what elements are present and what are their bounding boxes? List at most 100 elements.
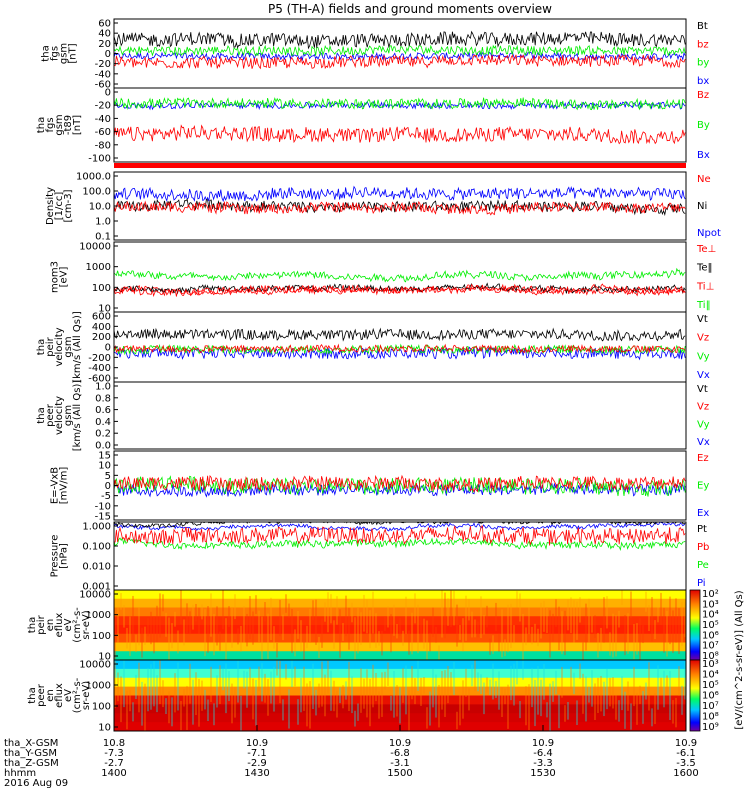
spectrogram-texture: [225, 618, 227, 660]
y-axis-label: thapeirenefluxeV(cm²-s-sr-eV): [27, 607, 92, 643]
spectrogram-texture: [270, 597, 272, 641]
spectrogram-texture: [174, 673, 176, 713]
spectrogram-texture: [489, 638, 491, 655]
spectrogram-texture: [462, 680, 464, 719]
panel-temperature: 10000 1000 100 10 mom3[eV] Te⊥ Te‖ Ti⊥ Ti‖: [50, 241, 716, 315]
spectrogram-texture: [570, 666, 572, 689]
spectrogram-texture: [372, 664, 374, 708]
spectrogram-texture: [432, 669, 434, 708]
spectrogram-texture: [195, 603, 197, 622]
y-axis-label-line: velocity: [54, 327, 65, 366]
panel-peir_spec: 10000 1000 100 10 thapeirenefluxeV(cm²-s-sr-…: [27, 589, 687, 663]
y-axis-label-line: fgs: [50, 46, 61, 61]
legend-Vt: Vt: [697, 384, 708, 395]
spectrogram-texture: [444, 592, 446, 639]
spectrogram-texture: [576, 700, 578, 726]
spectrogram-texture: [318, 683, 320, 708]
y-axis-label-line: gsm: [63, 336, 74, 357]
y-tick-label: 40: [98, 29, 111, 40]
y-tick-label: 5: [105, 471, 111, 482]
y-tick-label: -100: [88, 154, 111, 165]
series-line-Ne: [114, 200, 686, 216]
panel-frame: [113, 381, 687, 450]
spectrogram-texture: [123, 605, 125, 628]
spectrogram-texture: [249, 596, 251, 639]
spectrogram-texture: [567, 702, 569, 720]
spectrogram-texture: [180, 700, 182, 731]
series-line-Bx: [114, 100, 686, 111]
series-line-Npot: [114, 185, 686, 203]
colorbar-tick: 10⁵: [702, 680, 719, 691]
y-tick-label: 100: [92, 283, 111, 294]
y-axis-label-line: peer: [45, 403, 56, 427]
spectrogram-texture: [651, 708, 653, 727]
spectrogram-texture: [459, 695, 461, 726]
spectrogram-texture: [219, 631, 221, 651]
spectrogram-texture: [501, 687, 503, 717]
spectrogram-texture: [504, 639, 506, 657]
spectrogram-texture: [660, 592, 662, 626]
spectrogram-texture: [201, 604, 203, 620]
y-axis-label-line: peir: [36, 614, 47, 634]
spectrogram-texture: [399, 617, 401, 636]
x-row-value: -3.5: [676, 758, 696, 769]
spectrogram-texture: [468, 688, 470, 711]
legend-Pt: Pt: [697, 524, 707, 535]
spectrogram-texture: [522, 660, 524, 680]
spectrogram-texture: [216, 675, 218, 708]
series-line-Ti‖: [114, 267, 686, 283]
series-line-Bt: [114, 30, 686, 50]
spectrogram-texture: [420, 617, 422, 642]
spectrogram-texture: [228, 671, 230, 702]
y-tick-label: 400: [92, 322, 111, 333]
spectrogram-texture: [228, 606, 230, 627]
spectrogram-texture: [639, 618, 641, 660]
x-row-value: 10.9: [389, 738, 411, 749]
spectrogram-texture: [582, 673, 584, 714]
colorbar-tick: 10³: [702, 659, 719, 670]
y-tick-label: 10000: [79, 242, 111, 253]
y-axis-label-line: [nT]: [72, 115, 83, 135]
y-tick-label: 0.8: [95, 393, 111, 404]
spectrogram-texture: [306, 625, 308, 649]
y-tick-label: 0: [105, 88, 111, 99]
spectrogram-texture: [255, 595, 257, 614]
spectrogram-texture: [465, 595, 467, 641]
series-line-Pt: [114, 522, 686, 529]
spectrogram-texture: [210, 593, 212, 637]
spectrogram-texture: [168, 691, 170, 724]
spectrogram-texture: [123, 660, 125, 708]
spectrogram-texture: [324, 602, 326, 622]
x-row-value: -2.9: [247, 758, 267, 769]
spectrogram-texture: [468, 599, 470, 621]
spectrogram-texture: [498, 671, 500, 710]
spectrogram-texture: [528, 607, 530, 635]
spectrogram-texture: [498, 633, 500, 652]
x-row-value: 1500: [387, 768, 412, 779]
spectrogram-texture: [339, 687, 341, 704]
spectrogram-texture: [666, 675, 668, 695]
spectrogram-texture: [399, 687, 401, 724]
spectrogram-texture: [465, 668, 467, 697]
spectrogram-texture: [657, 665, 659, 710]
spectrogram-texture: [159, 593, 161, 638]
spectrogram-texture: [201, 680, 203, 711]
spectrogram-texture: [588, 598, 590, 643]
colorbar-tick: 10⁷: [702, 641, 719, 652]
colorbar-tick: 10³: [702, 599, 719, 610]
spectrogram-texture: [375, 672, 377, 702]
spectrogram-band: [114, 633, 686, 643]
spectrogram-texture: [495, 681, 497, 698]
spectrogram-band: [114, 625, 686, 635]
panel-density: 1000.0 100.0 10.0 1.0 0.1 Density[1/cc][cm-3]…: [45, 171, 721, 243]
spectrogram-texture: [405, 665, 407, 715]
colorbar: [689, 659, 701, 732]
spectrogram-texture: [672, 700, 674, 724]
series-line-Bz: [114, 124, 686, 145]
y-axis-label-line: gsm: [54, 114, 65, 135]
spectrogram-texture: [636, 623, 638, 655]
legend-Vt: Vt: [697, 314, 708, 325]
spectrogram-texture: [294, 629, 296, 657]
spectrogram-texture: [561, 611, 563, 655]
